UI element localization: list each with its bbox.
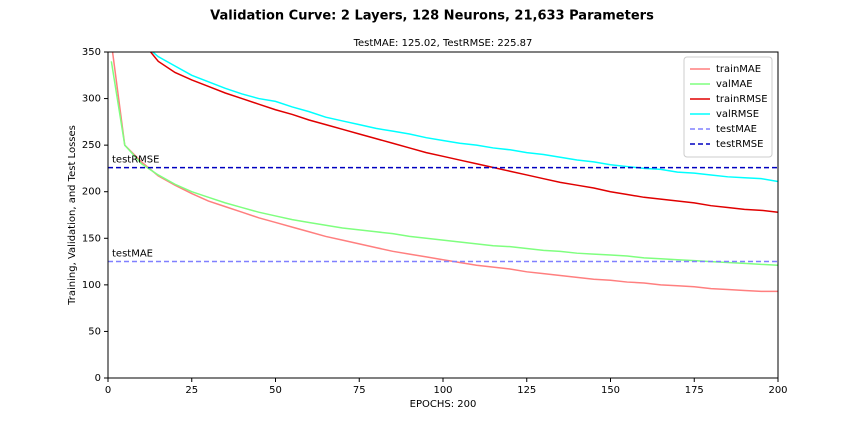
series-line: [149, 52, 778, 213]
x-tick-label: 125: [517, 385, 536, 396]
x-tick-label: 100: [433, 385, 452, 396]
reference-label: testRMSE: [112, 155, 159, 166]
axes-frame: [107, 51, 779, 379]
chart-title: Validation Curve: 2 Layers, 128 Neurons,…: [210, 9, 654, 24]
series-line: [110, 61, 778, 267]
x-tick-label: 25: [185, 385, 198, 396]
legend-label: valRMSE: [716, 109, 759, 120]
series-line: [151, 52, 778, 183]
y-tick-label: 100: [82, 280, 101, 291]
legend-label: trainRMSE: [716, 94, 768, 105]
legend-label: testMAE: [716, 124, 757, 135]
y-tick-label: 0: [95, 373, 101, 384]
x-axis-label: EPOCHS: 200: [410, 399, 477, 410]
y-axis-label: Training, Validation, and Test Losses: [67, 125, 78, 306]
reference-label: testMAE: [112, 249, 153, 260]
y-tick-label: 250: [82, 140, 101, 151]
chart-subtitle: TestMAE: 125.02, TestRMSE: 225.87: [353, 38, 533, 49]
legend-label: trainMAE: [716, 64, 761, 75]
x-tick-label: 75: [353, 385, 366, 396]
x-tick-label: 175: [685, 385, 704, 396]
legend-label: valMAE: [716, 79, 753, 90]
y-tick-label: 150: [82, 233, 101, 244]
series-line: [111, 52, 778, 293]
y-tick-label: 200: [82, 187, 101, 198]
y-tick-label: 300: [82, 94, 101, 105]
y-tick-label: 50: [88, 326, 101, 337]
x-tick-label: 200: [768, 385, 787, 396]
legend-box: [683, 56, 773, 158]
y-tick-label: 350: [82, 47, 101, 58]
plot-area: [108, 52, 778, 293]
x-tick-label: 50: [269, 385, 282, 396]
x-tick-label: 0: [105, 385, 111, 396]
legend-label: testRMSE: [716, 139, 763, 150]
x-tick-label: 150: [601, 385, 620, 396]
